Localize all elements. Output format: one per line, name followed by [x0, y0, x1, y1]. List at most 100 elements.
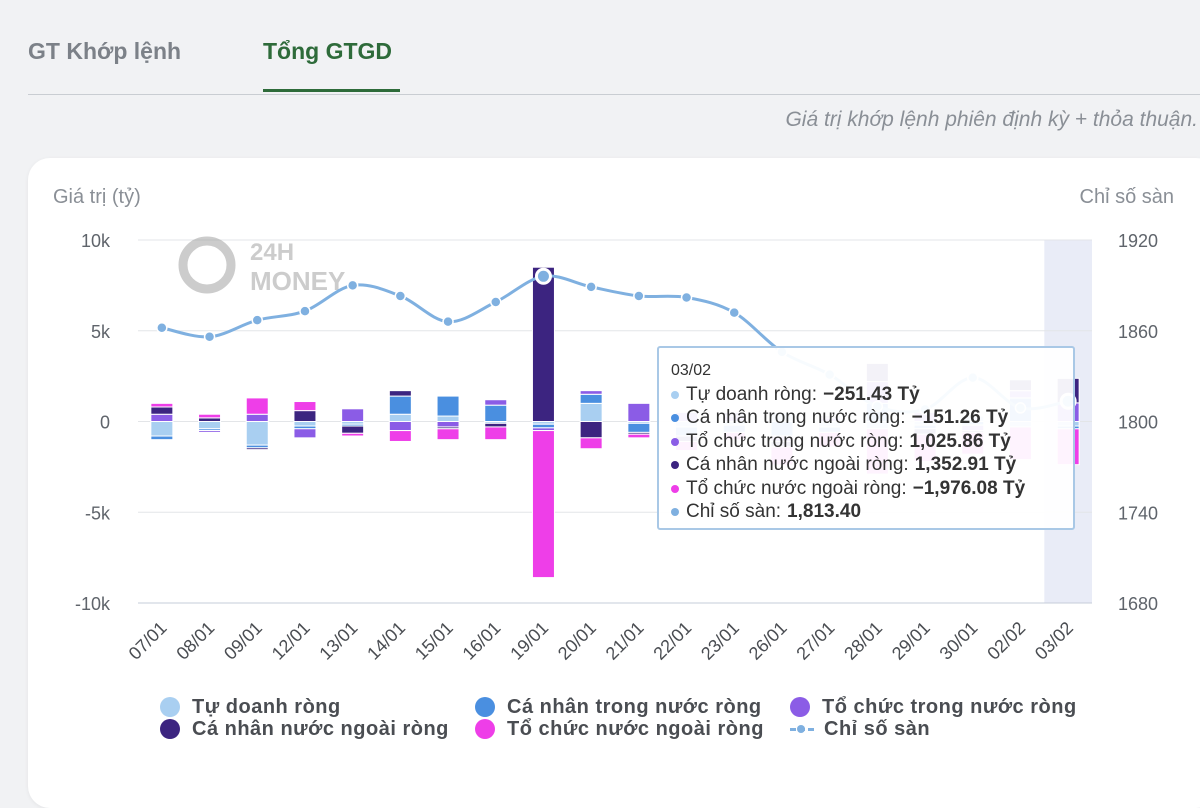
bar-segment-to-chuc-trong-nuoc [245, 413, 269, 422]
x-tick-label: 08/01 [172, 618, 218, 664]
bar-segment-to-chuc-trong-nuoc [579, 390, 603, 395]
bar-segment-ca-nhan-trong-nuoc [436, 395, 460, 417]
line-point [728, 306, 740, 319]
chart-tooltip: 03/02 Tự doanh ròng: −251.43 Tỷ Cá nhân t… [657, 346, 1075, 530]
bar-segment-to-chuc-trong-nuoc [293, 428, 317, 439]
legend-dot-icon [475, 719, 495, 739]
bar-segment-to-chuc-trong-nuoc [150, 413, 174, 422]
legend-item-tu-doanh[interactable]: Tự doanh ròng [160, 695, 341, 719]
tab-gt-khop-lenh[interactable]: GT Khớp lệnh [28, 38, 182, 64]
bar-segment-to-chuc-nuoc-ngoai [531, 430, 555, 579]
line-point [346, 279, 359, 292]
x-tick-label: 29/01 [888, 618, 934, 664]
line-point [394, 290, 407, 302]
x-tick-label: 13/01 [315, 618, 361, 664]
bar-segment-to-chuc-trong-nuoc [627, 402, 651, 423]
tooltip-row: Cá nhân nước ngoài ròng: 1,352.91 Tỷ [671, 454, 1073, 478]
x-tick-label: 15/01 [411, 618, 457, 664]
bar-segment-to-chuc-nuoc-ngoai [341, 432, 365, 437]
legend-label: Chỉ số sàn [824, 717, 931, 740]
x-tick-label: 20/01 [554, 618, 600, 664]
bar-segment-tu-doanh [579, 402, 603, 423]
x-tick-label: 22/01 [649, 618, 695, 664]
bar-segment-to-chuc-trong-nuoc [436, 421, 460, 428]
x-tick-label: 28/01 [840, 618, 886, 664]
bar-segment-to-chuc-trong-nuoc [198, 430, 222, 433]
bar-segment-to-chuc-trong-nuoc [388, 421, 412, 432]
tooltip-row: Tổ chức nước ngoài ròng: −1,976.08 Tỷ [671, 477, 1073, 501]
legend-label: Tổ chức trong nước ròng [822, 695, 1077, 718]
legend-dot-icon [160, 697, 180, 717]
tab-bar: GT Khớp lệnh Tổng GTGD [28, 0, 1200, 95]
y-tick-right: 1740 [1118, 503, 1158, 523]
line-point [442, 315, 454, 328]
x-tick-label: 02/02 [983, 618, 1029, 664]
tooltip-date: 03/02 [671, 362, 712, 379]
tooltip-row: Tổ chức trong nước ròng: 1,025.86 Tỷ [671, 430, 1073, 454]
x-tick-label: 09/01 [220, 618, 266, 664]
legend-dot-icon [475, 697, 495, 717]
x-tick-label: 23/01 [697, 618, 743, 664]
y-tick-left: 0 [100, 413, 110, 433]
tooltip-value: −151.26 Tỷ [911, 407, 1009, 429]
bar-segment-ca-nhan-trong-nuoc [579, 393, 603, 404]
bar-segment-to-chuc-trong-nuoc [341, 408, 365, 423]
legend-dot-icon [790, 697, 810, 717]
y-tick-right: 1680 [1118, 594, 1158, 614]
line-point [251, 314, 263, 326]
bar-segment-ca-nhan-nuoc-ngoai [150, 406, 174, 415]
legend-label: Cá nhân nước ngoài ròng [192, 717, 449, 740]
bar-segment-ca-nhan-trong-nuoc [484, 404, 508, 423]
bar-segment-ca-nhan-trong-nuoc [388, 395, 412, 415]
bar-segment-ca-nhan-trong-nuoc [150, 435, 174, 441]
ca-nhan-trong-nuoc-dot-icon [671, 414, 679, 423]
legend-line-icon [790, 724, 814, 733]
bar-segment-ca-nhan-nuoc-ngoai [388, 390, 412, 397]
tooltip-label: Cá nhân trong nước ròng: [686, 407, 906, 429]
bar-segment-ca-nhan-nuoc-ngoai [341, 425, 365, 434]
tab-tong-gtgd[interactable]: Tổng GTGD [263, 38, 393, 64]
line-point [534, 267, 552, 285]
line-point [156, 321, 168, 334]
legend-item-to-chuc-nuoc-ngoai[interactable]: Tổ chức nước ngoài ròng [475, 717, 764, 741]
line-point [585, 281, 597, 293]
to-chuc-trong-nuoc-dot-icon [671, 437, 679, 446]
bar-segment-to-chuc-nuoc-ngoai [436, 428, 460, 441]
bar-segment-tu-doanh [245, 421, 269, 446]
bar-segment-ca-nhan-nuoc-ngoai [198, 417, 222, 422]
legend-label: Cá nhân trong nước ròng [507, 695, 762, 718]
chart-legend: Tự doanh ròng Cá nhân trong nước ròng Tổ… [0, 690, 1200, 740]
line-point [203, 331, 216, 343]
bar-segment-tu-doanh [150, 421, 174, 437]
x-tick-label: 07/01 [125, 618, 171, 664]
x-tick-label: 30/01 [936, 618, 982, 664]
bar-segment-ca-nhan-nuoc-ngoai [245, 447, 269, 451]
x-tick-label: 21/01 [602, 618, 648, 664]
watermark-text: 24H [250, 239, 294, 266]
tooltip-value: 1,025.86 Tỷ [909, 430, 1011, 452]
tooltip-value: 1,813.40 [787, 501, 862, 523]
line-point [633, 290, 645, 302]
legend-item-ca-nhan-trong-nuoc[interactable]: Cá nhân trong nước ròng [475, 695, 762, 719]
y-tick-left: -5k [85, 503, 111, 523]
y-axis-right-title: Chỉ số sàn [1079, 186, 1175, 208]
legend-item-chi-so-san[interactable]: Chỉ số sàn [790, 717, 930, 741]
bar-segment-ca-nhan-nuoc-ngoai [579, 421, 603, 439]
x-tick-label: 14/01 [363, 618, 409, 664]
legend-item-to-chuc-trong-nuoc[interactable]: Tổ chức trong nước ròng [790, 695, 1077, 719]
y-tick-right: 1920 [1118, 231, 1158, 251]
watermark-circle-icon [178, 236, 236, 294]
x-tick-label: 19/01 [506, 618, 552, 664]
y-axis-left-title: Giá trị (tỷ) [53, 186, 141, 208]
legend-item-ca-nhan-nuoc-ngoai[interactable]: Cá nhân nước ngoài ròng [160, 717, 449, 741]
bar-segment-ca-nhan-nuoc-ngoai [293, 410, 317, 422]
bar-segment-ca-nhan-nuoc-ngoai [531, 266, 555, 422]
line-point [299, 305, 311, 317]
legend-label: Tổ chức nước ngoài ròng [507, 717, 764, 740]
bar-segment-to-chuc-trong-nuoc [484, 399, 508, 406]
x-tick-label: 03/02 [1031, 618, 1077, 664]
y-tick-right: 1860 [1118, 322, 1158, 342]
bar-segment-to-chuc-nuoc-ngoai [484, 426, 508, 441]
bar-segment-to-chuc-nuoc-ngoai [293, 401, 317, 412]
